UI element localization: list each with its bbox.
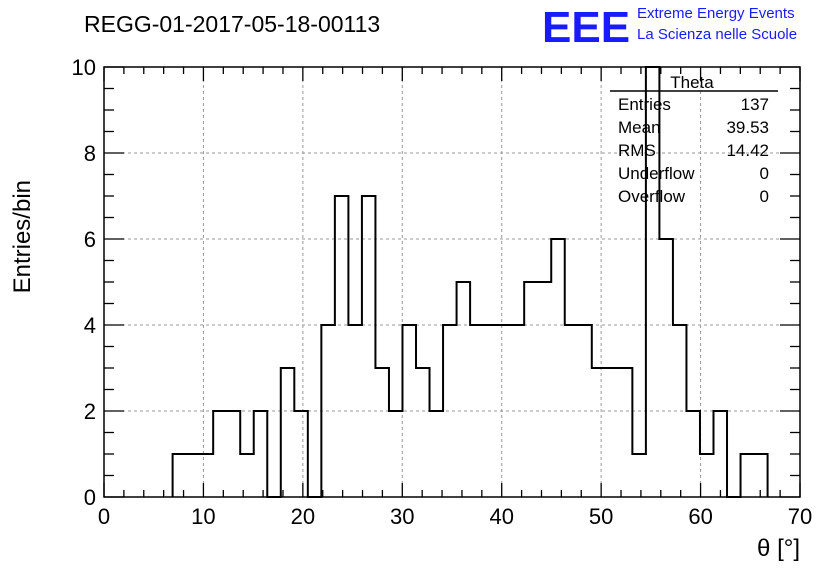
histogram-bin [430,411,444,497]
x-axis-ticks: 0 10 20 30 40 50 60 70 [98,67,812,529]
histogram-bin [497,325,511,497]
stats-value: 39.53 [726,118,769,137]
histogram-bin [565,325,579,497]
histogram-bin [389,411,403,497]
histogram-bin [375,368,389,497]
histogram-bin [362,196,376,497]
histogram-bin [348,325,362,497]
x-tick-label: 70 [788,504,812,529]
histogram-bin [700,454,714,497]
y-axis-label: Entries/bin [9,180,36,293]
x-tick-label: 10 [191,504,215,529]
eee-logo: EEE Extreme Energy Events La Scienza nel… [542,3,797,52]
x-axis-label: θ [°] [757,535,800,562]
histogram-bin [470,325,484,497]
x-tick-label: 30 [390,504,414,529]
x-tick-label: 40 [489,504,513,529]
histogram-bin [335,196,349,497]
histogram-bin [551,239,565,497]
y-tick-label: 6 [84,227,96,252]
stats-label: Entries [618,95,671,114]
histogram-bin [592,368,606,497]
y-axis-ticks: 0 2 4 6 8 10 [72,55,800,510]
stats-label: RMS [618,141,656,160]
histogram-bin [484,325,498,497]
histogram-bin [538,282,552,497]
histogram-bin [416,368,430,497]
stats-title: Theta [670,73,714,92]
logo-line-1: Extreme Energy Events [637,5,795,22]
y-tick-label: 10 [72,55,96,80]
histogram-bin [240,454,254,497]
histogram-bin [524,282,538,497]
y-tick-label: 8 [84,141,96,166]
stats-label: Underflow [618,164,695,183]
histogram-bin [402,325,416,497]
histogram-bin [213,411,227,497]
histogram-bin [659,239,673,497]
stats-box: Theta Entries 137 Mean 39.53 RMS 14.42 Underfl… [610,73,778,206]
histogram-series [171,66,769,498]
histogram-bin [200,454,214,497]
histogram-bin [713,411,727,497]
x-tick-label: 0 [98,504,110,529]
histogram-bin [578,325,592,497]
chart-title: REGG-01-2017-05-18-00113 [84,11,380,37]
histogram-bin [605,368,619,497]
histogram-bin [281,368,295,497]
histogram-bin [294,411,308,497]
histogram-bin [686,411,700,497]
histogram-bin [186,454,200,497]
y-tick-label: 2 [84,399,96,424]
stats-value: 0 [760,164,769,183]
histogram-bin [741,454,755,497]
histogram-bin [511,325,525,497]
histogram-bin [227,411,241,497]
stats-value: 0 [760,187,769,206]
histogram-bin [443,325,457,497]
stats-label: Mean [618,118,661,137]
y-tick-label: 0 [84,485,96,510]
logo-mark: EEE [542,3,630,52]
stats-value: 14.42 [726,141,769,160]
x-tick-label: 60 [688,504,712,529]
histogram-bin [321,325,335,497]
histogram-bin [632,454,646,497]
stats-value: 137 [741,95,769,114]
histogram-bin [254,411,268,497]
x-tick-label: 50 [589,504,613,529]
x-tick-label: 20 [291,504,315,529]
logo-line-2: La Scienza nelle Scuole [637,26,797,43]
y-tick-label: 4 [84,313,96,338]
stats-label: Overflow [618,187,686,206]
histogram-bin [673,325,687,497]
histogram-bin [619,368,633,497]
histogram-bin [457,282,471,497]
